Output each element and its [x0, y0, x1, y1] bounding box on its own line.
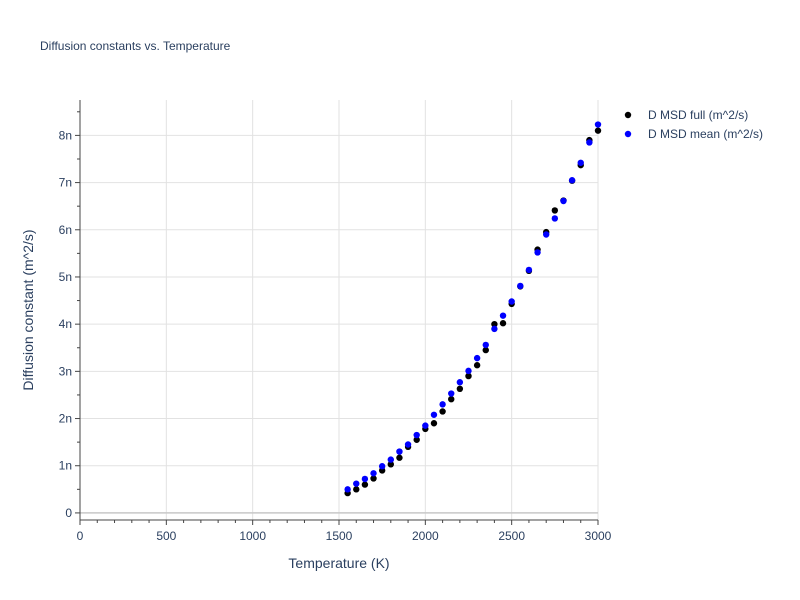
legend-marker [624, 130, 632, 138]
point-d-msd-full[interactable] [387, 461, 394, 468]
point-d-msd-mean[interactable] [456, 379, 464, 386]
point-d-msd-mean[interactable] [387, 456, 394, 463]
point-d-msd-full[interactable] [499, 320, 507, 327]
point-d-msd-full[interactable] [361, 481, 369, 488]
legend[interactable]: D MSD full (m^2/s) D MSD mean (m^2/s) [624, 108, 763, 141]
point-d-msd-full[interactable] [551, 207, 559, 214]
point-d-msd-mean[interactable] [448, 390, 455, 397]
legend-item-d-msd-mean[interactable]: D MSD mean (m^2/s) [624, 127, 763, 141]
axes: 0 500 1000 1500 2000 2500 3000 0 1n 2n 3n 4n 5n 6n 7n 8… [59, 100, 612, 543]
point-d-msd-mean[interactable] [508, 298, 515, 305]
point-d-msd-full[interactable] [413, 436, 420, 443]
point-d-msd-mean[interactable] [551, 215, 559, 222]
point-d-msd-mean[interactable] [577, 159, 584, 166]
point-d-msd-mean[interactable] [422, 422, 429, 429]
data-points [344, 121, 602, 497]
point-d-msd-mean[interactable] [482, 341, 489, 349]
y-tick-label: 7n [59, 176, 72, 190]
point-d-msd-mean[interactable] [560, 197, 567, 205]
y-tick-label: 2n [59, 412, 72, 426]
point-d-msd-full[interactable] [430, 420, 438, 427]
point-d-msd-full[interactable] [448, 395, 455, 403]
y-tick-label: 8n [59, 128, 72, 142]
y-tick-label: 6n [59, 223, 72, 237]
y-tick-label: 5n [59, 270, 72, 284]
point-d-msd-mean[interactable] [491, 325, 498, 333]
point-d-msd-mean[interactable] [396, 448, 403, 455]
point-d-msd-mean[interactable] [430, 411, 438, 418]
legend-label: D MSD mean (m^2/s) [648, 127, 763, 141]
legend-label: D MSD full (m^2/s) [648, 108, 748, 122]
point-d-msd-full[interactable] [594, 127, 602, 134]
point-d-msd-mean[interactable] [517, 282, 524, 290]
point-d-msd-full[interactable] [473, 362, 481, 369]
point-d-msd-mean[interactable] [534, 249, 541, 256]
point-d-msd-full[interactable] [482, 346, 489, 354]
point-d-msd-mean[interactable] [525, 266, 533, 274]
x-axis-title: Temperature (K) [288, 555, 389, 571]
y-tick-label: 3n [59, 364, 72, 378]
point-d-msd-mean[interactable] [586, 139, 593, 146]
legend-marker [624, 111, 632, 119]
point-d-msd-mean[interactable] [465, 367, 472, 375]
point-d-msd-full[interactable] [465, 372, 472, 380]
point-d-msd-mean[interactable] [378, 463, 386, 470]
point-d-msd-mean[interactable] [499, 312, 507, 319]
x-tick-label: 0 [77, 529, 84, 543]
point-d-msd-full[interactable] [370, 475, 377, 482]
point-d-msd-mean[interactable] [439, 401, 446, 408]
point-d-msd-full[interactable] [439, 408, 446, 415]
x-tick-label: 500 [156, 529, 176, 543]
point-d-msd-mean[interactable] [594, 121, 602, 128]
point-d-msd-mean[interactable] [473, 354, 481, 362]
y-axis-title: Diffusion constant (m^2/s) [20, 229, 36, 390]
x-tick-label: 3000 [585, 529, 612, 543]
y-tick-label: 1n [59, 459, 72, 473]
legend-item-d-msd-full[interactable]: D MSD full (m^2/s) [624, 108, 749, 122]
x-tick-label: 2500 [498, 529, 525, 543]
point-d-msd-full[interactable] [491, 320, 498, 328]
grid [80, 100, 599, 520]
point-d-msd-mean[interactable] [568, 177, 576, 184]
point-d-msd-mean[interactable] [543, 231, 550, 238]
y-tick-label: 4n [59, 317, 72, 331]
point-d-msd-mean[interactable] [353, 480, 360, 487]
point-d-msd-mean[interactable] [361, 475, 369, 483]
chart-title: Diffusion constants vs. Temperature [40, 39, 231, 53]
point-d-msd-full[interactable] [353, 486, 360, 493]
x-tick-label: 1000 [239, 529, 266, 543]
point-d-msd-mean[interactable] [344, 486, 351, 493]
y-tick-label: 0 [65, 506, 72, 520]
point-d-msd-mean[interactable] [404, 441, 412, 448]
point-d-msd-mean[interactable] [413, 431, 420, 439]
x-tick-label: 1500 [326, 529, 353, 543]
x-tick-label: 2000 [412, 529, 439, 543]
point-d-msd-mean[interactable] [370, 470, 377, 477]
point-d-msd-full[interactable] [456, 385, 464, 393]
point-d-msd-full[interactable] [396, 454, 403, 461]
